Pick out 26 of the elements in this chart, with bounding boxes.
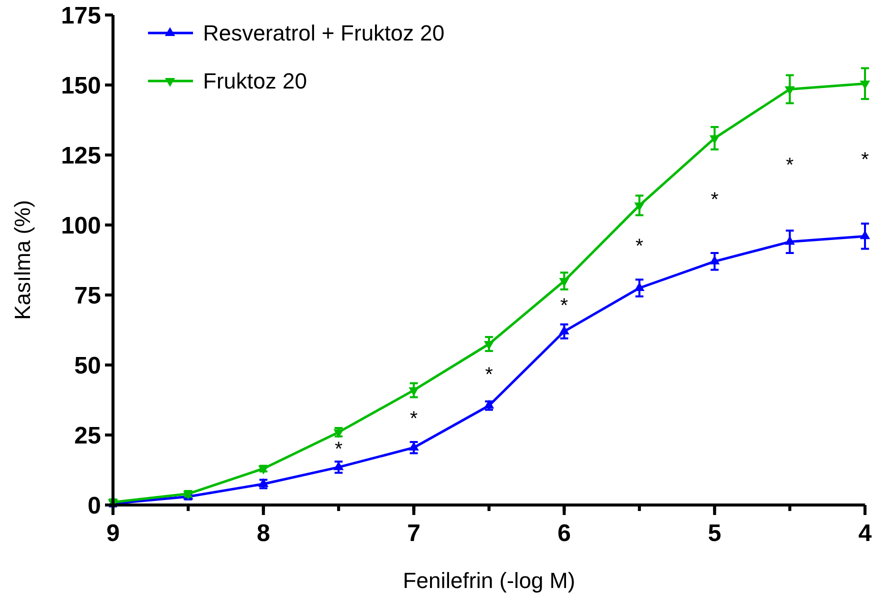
annotation: * <box>410 408 418 430</box>
annotation: * <box>786 154 794 176</box>
legend-label: Resveratrol + Fruktoz 20 <box>203 20 444 46</box>
annotation: * <box>861 148 870 171</box>
y-tick-label: 50 <box>74 352 101 380</box>
y-tick-label: 100 <box>60 212 101 240</box>
annotation: * <box>636 236 644 258</box>
y-tick-label: 175 <box>60 2 101 30</box>
x-tick-label: 4 <box>858 520 872 547</box>
legend-label: Fruktoz 20 <box>203 68 307 94</box>
annotation: * <box>485 364 494 386</box>
x-axis-title: Fenilefrin (-log M) <box>402 568 576 593</box>
y-tick-label: 0 <box>88 492 101 520</box>
x-tick-label: 7 <box>407 520 420 547</box>
y-tick-label: 150 <box>60 72 101 100</box>
y-tick-label: 25 <box>74 422 101 450</box>
x-tick-label: 8 <box>256 520 270 547</box>
annotation: * <box>560 295 568 318</box>
y-tick-label: 75 <box>74 282 101 310</box>
y-tick-label: 125 <box>60 142 101 170</box>
annotation: * <box>710 188 719 211</box>
annotation: * <box>334 438 343 461</box>
x-tick-label: 9 <box>106 520 120 547</box>
x-tick-label: 5 <box>708 520 722 547</box>
y-axis-title: Kasılma (%) <box>10 200 35 320</box>
x-tick-label: 6 <box>558 520 571 547</box>
